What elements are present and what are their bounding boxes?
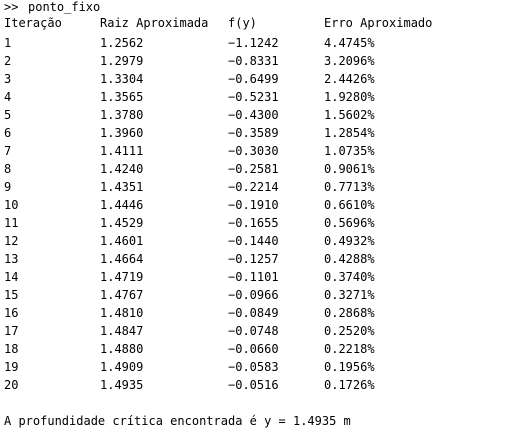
cell-iteracao: 9 <box>4 180 12 194</box>
console-output: >> ponto_fixo Iteração Raiz Aproximada f… <box>4 0 504 435</box>
header-iteracao: Iteração <box>4 16 62 30</box>
cell-iteracao: 5 <box>4 108 12 122</box>
header-erro-aproximado: Erro Aproximado <box>324 16 433 30</box>
cell-iteracao: 12 <box>4 234 19 248</box>
cell-erro: 1.9280% <box>324 90 375 104</box>
cell-fy: −0.8331 <box>228 54 279 68</box>
cell-erro: 2.4426% <box>324 72 375 86</box>
cell-fy: −1.1242 <box>228 36 279 50</box>
cell-fy: −0.1910 <box>228 198 279 212</box>
cell-erro: 0.2520% <box>324 324 375 338</box>
cell-erro: 0.4932% <box>324 234 375 248</box>
cell-fy: −0.2214 <box>228 180 279 194</box>
cell-raiz: 1.4351 <box>100 180 144 194</box>
cell-iteracao: 16 <box>4 306 19 320</box>
header-raiz-aproximada: Raiz Aproximada <box>100 16 209 30</box>
cell-erro: 0.6610% <box>324 198 375 212</box>
cell-fy: −0.0583 <box>228 360 279 374</box>
cell-fy: −0.1440 <box>228 234 279 248</box>
cell-raiz: 1.4111 <box>100 144 144 158</box>
cell-fy: −0.0660 <box>228 342 279 356</box>
cell-iteracao: 11 <box>4 216 19 230</box>
cell-raiz: 1.3780 <box>100 108 144 122</box>
cell-erro: 0.1726% <box>324 378 375 392</box>
cell-fy: −0.3030 <box>228 144 279 158</box>
cell-raiz: 1.4847 <box>100 324 144 338</box>
cell-fy: −0.3589 <box>228 126 279 140</box>
cell-iteracao: 4 <box>4 90 12 104</box>
header-f-y: f(y) <box>228 16 257 30</box>
cell-iteracao: 6 <box>4 126 12 140</box>
cell-raiz: 1.4767 <box>100 288 144 302</box>
cell-raiz: 1.2979 <box>100 54 144 68</box>
cell-iteracao: 18 <box>4 342 19 356</box>
cell-fy: −0.2581 <box>228 162 279 176</box>
cell-raiz: 1.2562 <box>100 36 144 50</box>
cell-raiz: 1.3960 <box>100 126 144 140</box>
cell-raiz: 1.4810 <box>100 306 144 320</box>
cell-raiz: 1.3565 <box>100 90 144 104</box>
cell-raiz: 1.4601 <box>100 234 144 248</box>
cell-iteracao: 13 <box>4 252 19 266</box>
cell-fy: −0.6499 <box>228 72 279 86</box>
cell-fy: −0.0748 <box>228 324 279 338</box>
cell-raiz: 1.4880 <box>100 342 144 356</box>
cell-iteracao: 10 <box>4 198 19 212</box>
cell-fy: −0.1257 <box>228 252 279 266</box>
cell-iteracao: 1 <box>4 36 12 50</box>
cell-fy: −0.1655 <box>228 216 279 230</box>
cell-fy: −0.0516 <box>228 378 279 392</box>
cell-iteracao: 20 <box>4 378 19 392</box>
cell-raiz: 1.4719 <box>100 270 144 284</box>
cell-erro: 4.4745% <box>324 36 375 50</box>
cell-erro: 1.2854% <box>324 126 375 140</box>
cell-iteracao: 7 <box>4 144 12 158</box>
cell-raiz: 1.4446 <box>100 198 144 212</box>
cell-erro: 0.3740% <box>324 270 375 284</box>
cell-raiz: 1.4529 <box>100 216 144 230</box>
cell-iteracao: 19 <box>4 360 19 374</box>
cell-erro: 0.4288% <box>324 252 375 266</box>
cell-erro: 0.2218% <box>324 342 375 356</box>
cell-raiz: 1.4664 <box>100 252 144 266</box>
cell-erro: 0.9061% <box>324 162 375 176</box>
cell-erro: 0.1956% <box>324 360 375 374</box>
cell-fy: −0.0849 <box>228 306 279 320</box>
command-line: >> ponto_fixo <box>4 0 100 16</box>
cell-raiz: 1.3304 <box>100 72 144 86</box>
cell-iteracao: 2 <box>4 54 12 68</box>
cell-iteracao: 15 <box>4 288 19 302</box>
cell-fy: −0.4300 <box>228 108 279 122</box>
table-header-row: Iteração Raiz Aproximada f(y) Erro Aprox… <box>4 14 432 32</box>
command-prompt: >> <box>4 0 19 14</box>
cell-fy: −0.5231 <box>228 90 279 104</box>
cell-erro: 1.5602% <box>324 108 375 122</box>
cell-erro: 1.0735% <box>324 144 375 158</box>
cell-raiz: 1.4240 <box>100 162 144 176</box>
cell-erro: 0.3271% <box>324 288 375 302</box>
result-line: A profundidade crítica encontrada é y = … <box>4 414 351 428</box>
cell-fy: −0.0966 <box>228 288 279 302</box>
cell-iteracao: 8 <box>4 162 12 176</box>
cell-erro: 0.7713% <box>324 180 375 194</box>
cell-erro: 3.2096% <box>324 54 375 68</box>
command-text: ponto_fixo <box>28 0 101 14</box>
cell-raiz: 1.4935 <box>100 378 144 392</box>
cell-erro: 0.2868% <box>324 306 375 320</box>
cell-raiz: 1.4909 <box>100 360 144 374</box>
cell-iteracao: 14 <box>4 270 19 284</box>
cell-fy: −0.1101 <box>228 270 279 284</box>
cell-iteracao: 3 <box>4 72 12 86</box>
cell-iteracao: 17 <box>4 324 19 338</box>
cell-erro: 0.5696% <box>324 216 375 230</box>
